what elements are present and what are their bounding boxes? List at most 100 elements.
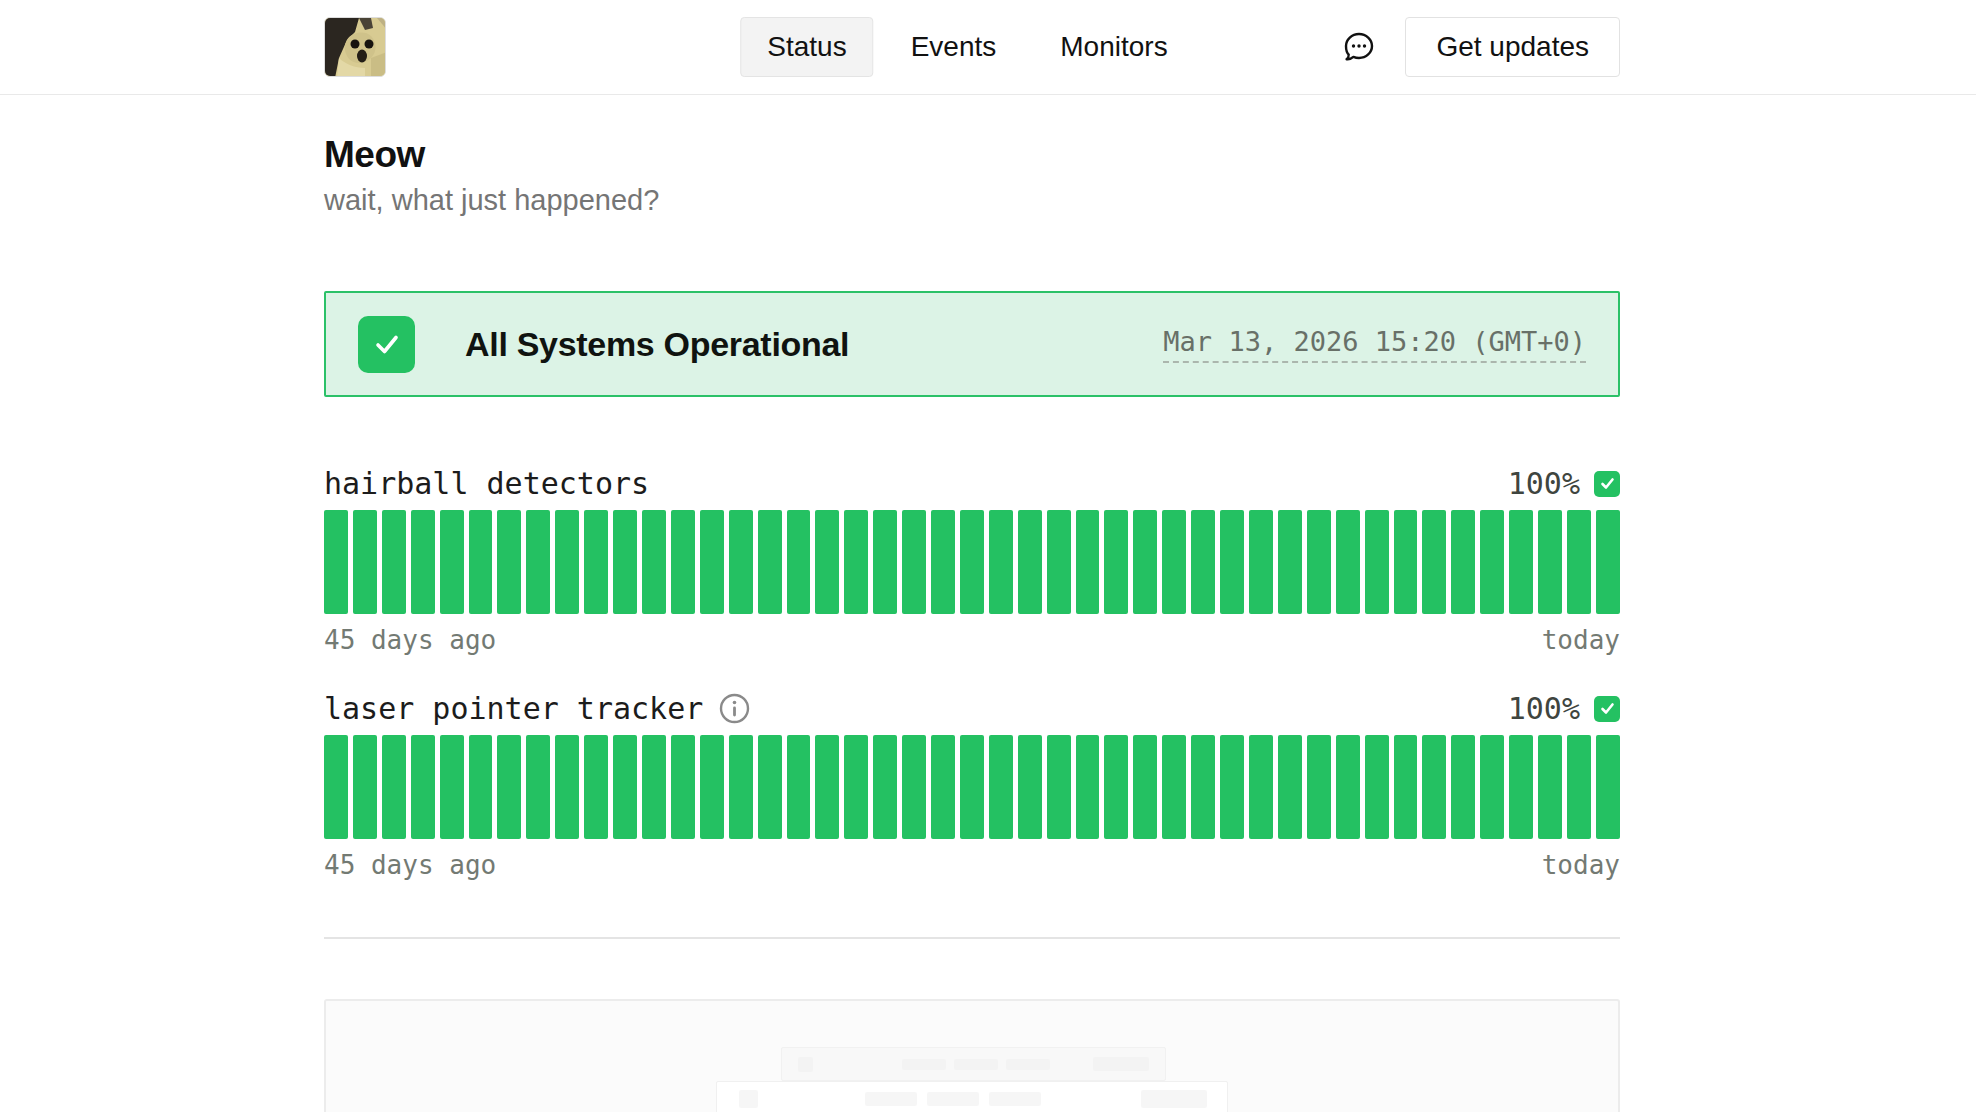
uptime-bar[interactable] bbox=[353, 510, 377, 614]
uptime-bar[interactable] bbox=[382, 510, 406, 614]
uptime-bar[interactable] bbox=[787, 510, 811, 614]
uptime-bar[interactable] bbox=[1191, 510, 1215, 614]
uptime-bar[interactable] bbox=[671, 510, 695, 614]
uptime-bar[interactable] bbox=[1047, 510, 1071, 614]
uptime-bar[interactable] bbox=[324, 510, 348, 614]
chat-bubble-icon[interactable] bbox=[1341, 29, 1377, 65]
uptime-bar[interactable] bbox=[526, 510, 550, 614]
uptime-bar[interactable] bbox=[440, 735, 464, 839]
uptime-bar[interactable] bbox=[989, 735, 1013, 839]
uptime-bar[interactable] bbox=[960, 735, 984, 839]
uptime-bar[interactable] bbox=[1365, 510, 1389, 614]
uptime-bar[interactable] bbox=[584, 735, 608, 839]
uptime-bar[interactable] bbox=[1538, 510, 1562, 614]
uptime-bar[interactable] bbox=[1451, 510, 1475, 614]
operational-check-icon[interactable] bbox=[1594, 471, 1620, 497]
info-icon[interactable] bbox=[719, 693, 750, 724]
uptime-bar[interactable] bbox=[1104, 510, 1128, 614]
uptime-bar[interactable] bbox=[1018, 510, 1042, 614]
uptime-bar[interactable] bbox=[1509, 735, 1533, 839]
cat-logo-image[interactable] bbox=[324, 17, 386, 77]
uptime-bar[interactable] bbox=[1162, 510, 1186, 614]
uptime-bar[interactable] bbox=[411, 510, 435, 614]
uptime-bar[interactable] bbox=[497, 735, 521, 839]
uptime-bar[interactable] bbox=[1394, 735, 1418, 839]
uptime-bar[interactable] bbox=[1480, 735, 1504, 839]
uptime-bar[interactable] bbox=[902, 735, 926, 839]
uptime-bar[interactable] bbox=[931, 735, 955, 839]
uptime-bar[interactable] bbox=[1133, 735, 1157, 839]
uptime-bar[interactable] bbox=[1278, 735, 1302, 839]
tab-events[interactable]: Events bbox=[884, 17, 1024, 77]
uptime-bar[interactable] bbox=[1278, 510, 1302, 614]
uptime-bar[interactable] bbox=[1076, 510, 1100, 614]
uptime-bar[interactable] bbox=[469, 735, 493, 839]
uptime-bar[interactable] bbox=[642, 510, 666, 614]
uptime-bar[interactable] bbox=[555, 510, 579, 614]
uptime-bar[interactable] bbox=[1567, 735, 1591, 839]
tab-monitors[interactable]: Monitors bbox=[1033, 17, 1194, 77]
uptime-bar[interactable] bbox=[613, 735, 637, 839]
uptime-bar[interactable] bbox=[1249, 510, 1273, 614]
uptime-bar[interactable] bbox=[700, 735, 724, 839]
status-timestamp[interactable]: Mar 13, 2026 15:20 (GMT+0) bbox=[1163, 326, 1586, 363]
uptime-bar[interactable] bbox=[555, 735, 579, 839]
operational-check-icon[interactable] bbox=[1594, 696, 1620, 722]
uptime-bar[interactable] bbox=[324, 735, 348, 839]
uptime-bar[interactable] bbox=[1538, 735, 1562, 839]
uptime-bar[interactable] bbox=[613, 510, 637, 614]
uptime-bar[interactable] bbox=[1336, 510, 1360, 614]
uptime-bar[interactable] bbox=[671, 735, 695, 839]
uptime-bar[interactable] bbox=[1451, 735, 1475, 839]
uptime-bar[interactable] bbox=[815, 735, 839, 839]
uptime-bar[interactable] bbox=[1047, 735, 1071, 839]
uptime-bar[interactable] bbox=[960, 510, 984, 614]
uptime-bar[interactable] bbox=[1076, 735, 1100, 839]
uptime-bar[interactable] bbox=[758, 510, 782, 614]
uptime-bar[interactable] bbox=[815, 510, 839, 614]
uptime-bar[interactable] bbox=[1596, 510, 1620, 614]
uptime-bar[interactable] bbox=[440, 510, 464, 614]
uptime-bar[interactable] bbox=[1394, 510, 1418, 614]
uptime-bar[interactable] bbox=[1307, 510, 1331, 614]
uptime-bar[interactable] bbox=[1596, 735, 1620, 839]
uptime-bar[interactable] bbox=[1104, 735, 1128, 839]
uptime-bar[interactable] bbox=[1365, 735, 1389, 839]
uptime-bar[interactable] bbox=[729, 510, 753, 614]
uptime-bar[interactable] bbox=[1509, 510, 1533, 614]
uptime-bar[interactable] bbox=[1567, 510, 1591, 614]
tab-status[interactable]: Status bbox=[740, 17, 873, 77]
uptime-bar[interactable] bbox=[584, 510, 608, 614]
uptime-bar[interactable] bbox=[700, 510, 724, 614]
uptime-bar[interactable] bbox=[353, 735, 377, 839]
uptime-bar[interactable] bbox=[1220, 510, 1244, 614]
uptime-bar[interactable] bbox=[469, 510, 493, 614]
uptime-bar[interactable] bbox=[411, 735, 435, 839]
uptime-bar[interactable] bbox=[873, 510, 897, 614]
uptime-bar[interactable] bbox=[1133, 510, 1157, 614]
uptime-bar[interactable] bbox=[931, 510, 955, 614]
uptime-bar[interactable] bbox=[729, 735, 753, 839]
uptime-bar[interactable] bbox=[1307, 735, 1331, 839]
uptime-bar[interactable] bbox=[1422, 510, 1446, 614]
uptime-bar[interactable] bbox=[382, 735, 406, 839]
uptime-bar[interactable] bbox=[1018, 735, 1042, 839]
uptime-bar[interactable] bbox=[844, 510, 868, 614]
uptime-bar[interactable] bbox=[1220, 735, 1244, 839]
uptime-bar[interactable] bbox=[1249, 735, 1273, 839]
uptime-bar[interactable] bbox=[844, 735, 868, 839]
uptime-bar[interactable] bbox=[642, 735, 666, 839]
get-updates-button[interactable]: Get updates bbox=[1405, 17, 1620, 77]
uptime-bar[interactable] bbox=[1422, 735, 1446, 839]
uptime-bar[interactable] bbox=[902, 510, 926, 614]
uptime-bar[interactable] bbox=[1191, 735, 1215, 839]
uptime-bar[interactable] bbox=[1162, 735, 1186, 839]
uptime-bar[interactable] bbox=[787, 735, 811, 839]
uptime-bar[interactable] bbox=[1336, 735, 1360, 839]
uptime-bar[interactable] bbox=[758, 735, 782, 839]
uptime-bar[interactable] bbox=[1480, 510, 1504, 614]
uptime-bar[interactable] bbox=[497, 510, 521, 614]
uptime-bar[interactable] bbox=[526, 735, 550, 839]
uptime-bar[interactable] bbox=[989, 510, 1013, 614]
uptime-bar[interactable] bbox=[873, 735, 897, 839]
